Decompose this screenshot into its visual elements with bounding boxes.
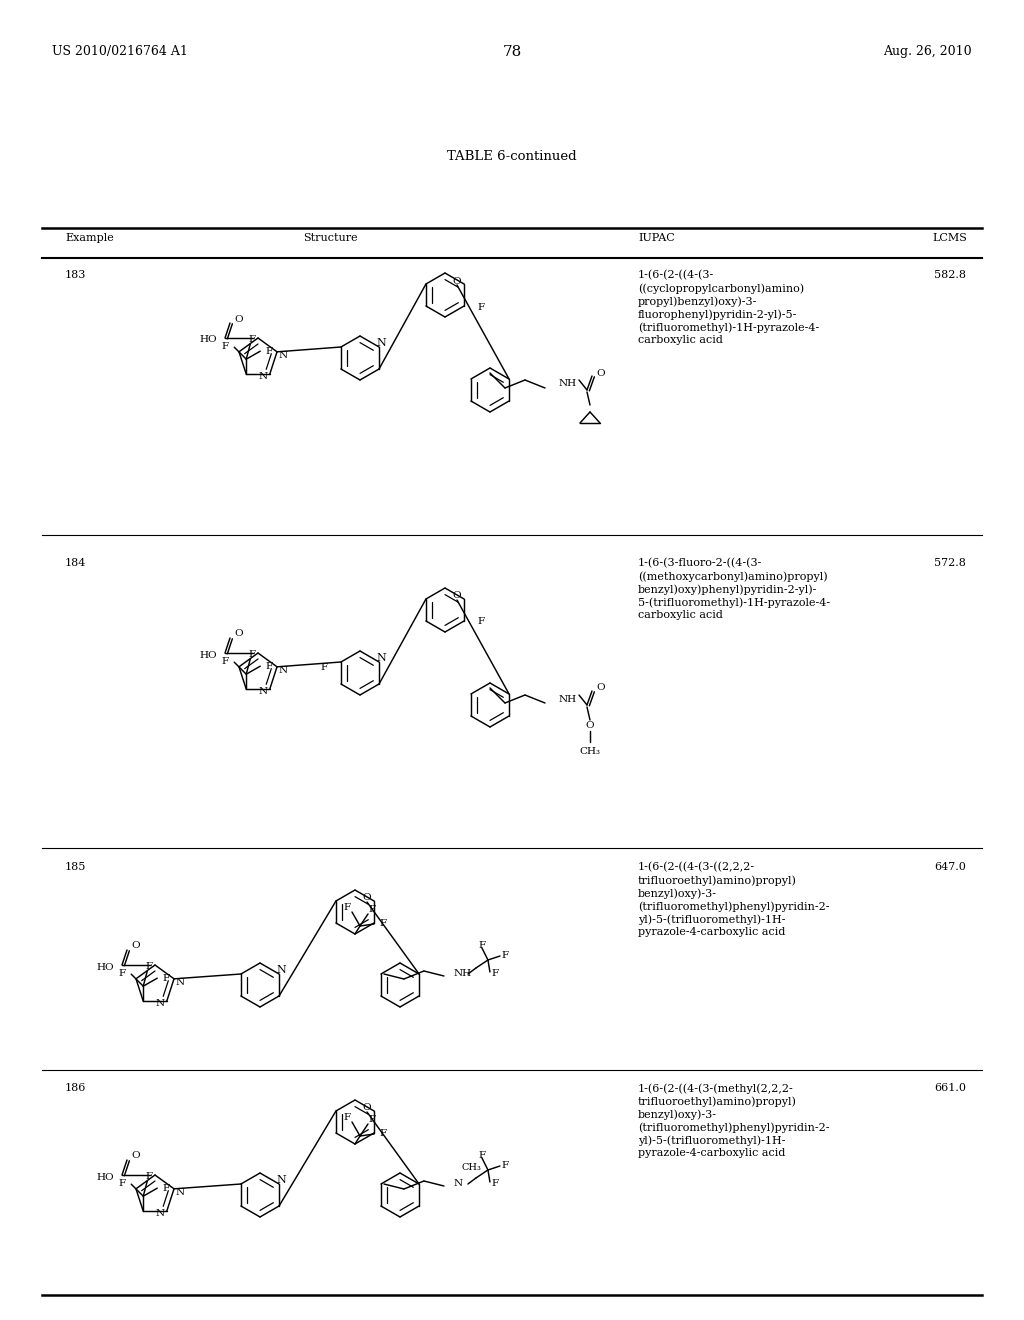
Text: benzyl)oxy)phenyl)pyridin-2-yl)-: benzyl)oxy)phenyl)pyridin-2-yl)- <box>638 583 817 594</box>
Text: F: F <box>477 618 484 627</box>
Text: N: N <box>156 1209 165 1218</box>
Text: 78: 78 <box>503 45 521 59</box>
Text: Structure: Structure <box>303 234 357 243</box>
Text: N: N <box>279 665 287 675</box>
Text: F: F <box>248 335 255 343</box>
Text: LCMS: LCMS <box>933 234 968 243</box>
Text: (trifluoromethyl)phenyl)pyridin-2-: (trifluoromethyl)phenyl)pyridin-2- <box>638 902 829 912</box>
Text: 5-(trifluoromethyl)-1H-pyrazole-4-: 5-(trifluoromethyl)-1H-pyrazole-4- <box>638 597 830 607</box>
Text: N: N <box>175 1188 184 1197</box>
Text: N: N <box>156 999 165 1008</box>
Text: US 2010/0216764 A1: US 2010/0216764 A1 <box>52 45 187 58</box>
Text: N: N <box>259 688 267 696</box>
Text: F: F <box>502 952 509 961</box>
Text: (trifluoromethyl)-1H-pyrazole-4-: (trifluoromethyl)-1H-pyrazole-4- <box>638 322 819 333</box>
Text: yl)-5-(trifluoromethyl)-1H-: yl)-5-(trifluoromethyl)-1H- <box>638 913 785 924</box>
Text: O: O <box>452 591 461 601</box>
Text: F: F <box>379 1130 386 1138</box>
Text: 185: 185 <box>65 862 86 873</box>
Text: F: F <box>478 941 485 950</box>
Text: F: F <box>492 969 499 978</box>
Text: F: F <box>321 664 328 672</box>
Text: HO: HO <box>200 335 217 345</box>
Text: O: O <box>234 314 243 323</box>
Text: N: N <box>279 351 287 360</box>
Text: F: F <box>368 1114 375 1123</box>
Text: trifluoroethyl)amino)propyl): trifluoroethyl)amino)propyl) <box>638 1096 797 1106</box>
Text: 661.0: 661.0 <box>934 1082 966 1093</box>
Text: (trifluoromethyl)phenyl)pyridin-2-: (trifluoromethyl)phenyl)pyridin-2- <box>638 1122 829 1133</box>
Text: F: F <box>478 1151 485 1160</box>
Text: F: F <box>379 920 386 928</box>
Text: 184: 184 <box>65 558 86 568</box>
Text: 582.8: 582.8 <box>934 271 966 280</box>
Text: O: O <box>586 721 594 730</box>
Text: CH₃: CH₃ <box>580 747 600 756</box>
Text: O: O <box>596 684 604 693</box>
Text: 1-(6-(2-((4-(3-: 1-(6-(2-((4-(3- <box>638 271 715 280</box>
Text: F: F <box>162 1184 169 1193</box>
Text: N: N <box>454 1179 463 1188</box>
Text: F: F <box>221 656 228 665</box>
Text: O: O <box>362 1104 371 1113</box>
Text: TABLE 6-continued: TABLE 6-continued <box>447 150 577 162</box>
Text: F: F <box>502 1162 509 1171</box>
Text: benzyl)oxy)-3-: benzyl)oxy)-3- <box>638 888 717 899</box>
Text: 572.8: 572.8 <box>934 558 966 568</box>
Text: NH: NH <box>454 969 472 978</box>
Text: ((methoxycarbonyl)amino)propyl): ((methoxycarbonyl)amino)propyl) <box>638 572 827 582</box>
Text: yl)-5-(trifluoromethyl)-1H-: yl)-5-(trifluoromethyl)-1H- <box>638 1135 785 1146</box>
Text: Example: Example <box>65 234 114 243</box>
Text: 1-(6-(2-((4-(3-((2,2,2-: 1-(6-(2-((4-(3-((2,2,2- <box>638 862 755 873</box>
Text: carboxylic acid: carboxylic acid <box>638 335 723 345</box>
Text: 1-(6-(2-((4-(3-(methyl(2,2,2-: 1-(6-(2-((4-(3-(methyl(2,2,2- <box>638 1082 794 1093</box>
Text: F: F <box>477 302 484 312</box>
Text: 1-(6-(3-fluoro-2-((4-(3-: 1-(6-(3-fluoro-2-((4-(3- <box>638 558 763 569</box>
Text: F: F <box>265 347 272 355</box>
Text: F: F <box>221 342 228 351</box>
Text: fluorophenyl)pyridin-2-yl)-5-: fluorophenyl)pyridin-2-yl)-5- <box>638 309 798 319</box>
Text: 186: 186 <box>65 1082 86 1093</box>
Text: HO: HO <box>96 962 114 972</box>
Text: pyrazole-4-carboxylic acid: pyrazole-4-carboxylic acid <box>638 1148 785 1158</box>
Text: O: O <box>596 368 604 378</box>
Text: F: F <box>265 661 272 671</box>
Text: F: F <box>162 974 169 982</box>
Text: O: O <box>452 276 461 285</box>
Text: 183: 183 <box>65 271 86 280</box>
Text: Aug. 26, 2010: Aug. 26, 2010 <box>884 45 972 58</box>
Text: F: F <box>145 1172 153 1180</box>
Text: N: N <box>276 1175 286 1185</box>
Text: NH: NH <box>559 380 578 388</box>
Text: N: N <box>259 372 267 381</box>
Text: F: F <box>368 904 375 913</box>
Text: F: F <box>343 903 350 912</box>
Text: HO: HO <box>96 1172 114 1181</box>
Text: HO: HO <box>200 651 217 660</box>
Text: ((cyclopropylcarbonyl)amino): ((cyclopropylcarbonyl)amino) <box>638 282 804 293</box>
Text: trifluoroethyl)amino)propyl): trifluoroethyl)amino)propyl) <box>638 875 797 886</box>
Text: N: N <box>376 338 386 348</box>
Text: pyrazole-4-carboxylic acid: pyrazole-4-carboxylic acid <box>638 927 785 937</box>
Text: F: F <box>145 962 153 970</box>
Text: benzyl)oxy)-3-: benzyl)oxy)-3- <box>638 1109 717 1119</box>
Text: F: F <box>118 1179 125 1188</box>
Text: F: F <box>118 969 125 978</box>
Text: NH: NH <box>559 694 578 704</box>
Text: O: O <box>131 941 139 950</box>
Text: O: O <box>234 630 243 639</box>
Text: IUPAC: IUPAC <box>638 234 675 243</box>
Text: F: F <box>492 1180 499 1188</box>
Text: N: N <box>276 965 286 975</box>
Text: propyl)benzyl)oxy)-3-: propyl)benzyl)oxy)-3- <box>638 296 758 306</box>
Text: carboxylic acid: carboxylic acid <box>638 610 723 620</box>
Text: F: F <box>248 649 255 659</box>
Text: CH₃: CH₃ <box>462 1163 482 1172</box>
Text: N: N <box>376 653 386 663</box>
Text: O: O <box>362 894 371 903</box>
Text: O: O <box>131 1151 139 1160</box>
Text: N: N <box>175 978 184 987</box>
Text: 647.0: 647.0 <box>934 862 966 873</box>
Text: F: F <box>343 1114 350 1122</box>
